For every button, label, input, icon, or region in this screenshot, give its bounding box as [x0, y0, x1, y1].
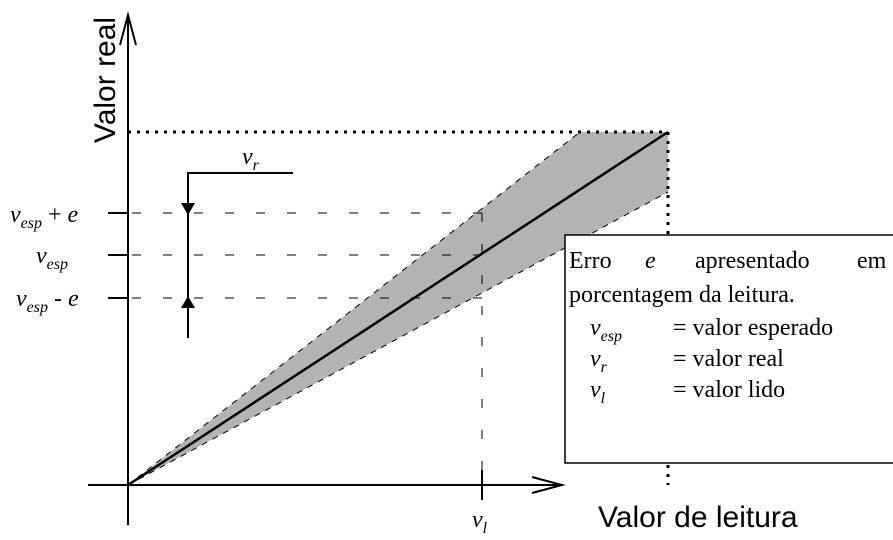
y-marker: vesp - e — [16, 286, 79, 316]
bracket — [187, 172, 293, 338]
definition-text: = valor esperado — [673, 315, 833, 341]
legend-box — [564, 234, 893, 464]
definition-symbol: vr — [590, 346, 608, 376]
legend-text: em — [857, 248, 887, 274]
real-label: vr — [242, 144, 260, 174]
read-label: vl — [472, 507, 488, 537]
y-axis-label: Valor real — [89, 17, 122, 143]
definition-text: = valor real — [673, 346, 784, 372]
legend-text: apresentado — [695, 248, 810, 274]
legend-text: e — [645, 248, 656, 274]
drawing — [88, 11, 893, 525]
y-marker: vesp — [36, 243, 68, 273]
y-arrow — [119, 11, 137, 46]
legend-text: porcentagem da leitura. — [569, 282, 795, 308]
x-axis-label: Valor de leitura — [598, 501, 798, 534]
y-marker: vesp + e — [10, 202, 79, 232]
definition-text: = valor lido — [673, 377, 785, 403]
x-arrow — [531, 476, 566, 494]
arrow-up — [181, 296, 195, 308]
definition-symbol: vesp — [590, 315, 622, 345]
ideal-line — [127, 130, 669, 487]
arrow-down — [181, 203, 195, 215]
definition-symbol: vl — [590, 377, 606, 407]
legend-text: Erro — [569, 248, 612, 274]
